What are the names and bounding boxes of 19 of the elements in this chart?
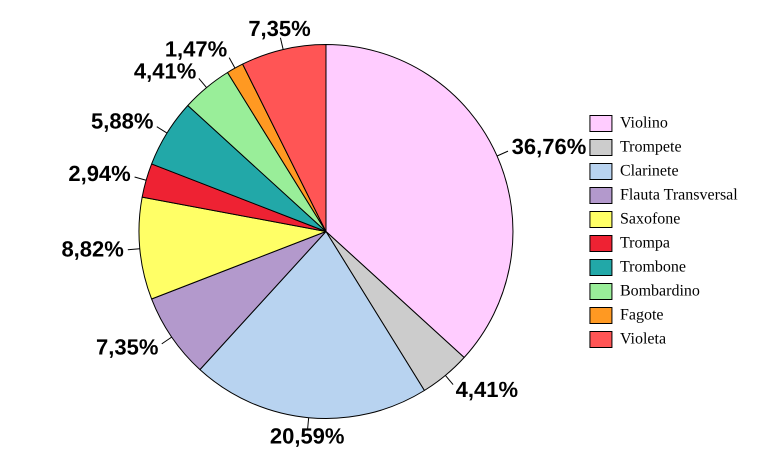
- data-label: 20,59%: [270, 424, 344, 449]
- legend-label: Violino: [620, 114, 668, 132]
- data-label: 4,41%: [456, 376, 518, 402]
- data-label: 1,47%: [164, 36, 228, 62]
- legend-label: Bombardino: [620, 282, 700, 300]
- legend-label: Clarinete: [620, 162, 679, 180]
- legend-label: Flauta Transversal: [620, 186, 738, 204]
- data-label: 5,88%: [91, 108, 154, 134]
- legend-label: Trombone: [620, 258, 686, 276]
- data-label: 7,35%: [248, 16, 311, 42]
- data-label: 7,35%: [96, 334, 158, 360]
- legend-label: Trompete: [620, 138, 682, 156]
- data-label: 8,82%: [61, 236, 124, 262]
- legend-label: Trompa: [620, 234, 670, 252]
- data-label: 36,76%: [512, 134, 586, 159]
- legend-label: Violeta: [620, 330, 666, 348]
- legend-label: Saxofone: [620, 210, 680, 228]
- legend-label: Fagote: [620, 306, 664, 324]
- data-label: 2,94%: [68, 160, 131, 186]
